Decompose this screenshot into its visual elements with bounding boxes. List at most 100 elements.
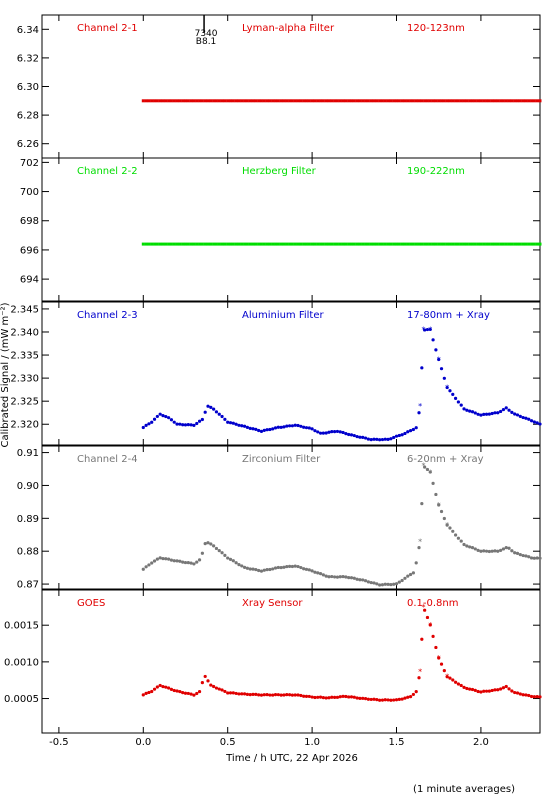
panel-3: 2.320 2.325 2.330 2.335 2.340 2.345 Channel 2-… (10, 301, 542, 446)
data-point (282, 425, 286, 429)
data-point (476, 548, 480, 552)
data-point (285, 242, 289, 246)
data-point (501, 547, 506, 551)
data-point (361, 242, 365, 246)
data-point (203, 242, 207, 246)
data-point (442, 99, 446, 103)
data-point (327, 242, 331, 246)
data-point (530, 99, 534, 103)
data-point (504, 99, 508, 103)
data-series (141, 242, 542, 246)
data-point (535, 99, 539, 103)
data-point (290, 99, 294, 103)
data-point (479, 413, 483, 417)
x-axis: -0.5 0.0 0.5 1.0 1.5 2.0 (49, 737, 489, 748)
data-point (206, 679, 210, 683)
data-point (501, 99, 505, 103)
data-point (183, 560, 188, 565)
data-point (192, 562, 196, 566)
data-point (150, 99, 154, 103)
data-point (192, 99, 196, 103)
data-point (437, 242, 441, 246)
data-point (226, 691, 230, 695)
data-point (507, 408, 511, 412)
data-point (493, 688, 497, 692)
data-point (378, 99, 382, 103)
data-point (364, 99, 368, 103)
data-point (279, 242, 283, 246)
data-point (259, 99, 263, 103)
data-point (200, 681, 204, 685)
data-point (192, 693, 196, 697)
data-point (372, 437, 376, 441)
data-point (259, 242, 263, 246)
data-point (161, 684, 165, 689)
data-point (172, 688, 176, 693)
data-point (333, 575, 337, 579)
data-point: * (422, 462, 426, 471)
data-point (209, 242, 213, 246)
event-marker-label: B8.1 (196, 37, 217, 47)
data-point (153, 242, 157, 246)
data-point (268, 242, 272, 246)
data-point (254, 427, 258, 431)
data-point (408, 429, 413, 433)
data-point (482, 99, 486, 103)
data-point (150, 420, 154, 424)
data-point (169, 242, 173, 246)
data-point (366, 99, 370, 103)
data-point (276, 693, 280, 697)
data-point (515, 99, 519, 103)
data-point (237, 423, 241, 427)
data-point (484, 412, 489, 416)
data-point (456, 536, 461, 540)
data-point (341, 242, 345, 246)
data-point (423, 242, 427, 246)
data-point (513, 551, 517, 555)
data-point (265, 99, 269, 103)
data-point (347, 576, 351, 580)
footnote: (1 minute averages) (413, 784, 515, 795)
data-point (200, 242, 204, 246)
data-point (411, 99, 415, 103)
channel-label: Channel 2-1 (77, 23, 138, 34)
data-point (265, 567, 269, 572)
data-point (288, 99, 292, 103)
data-point (178, 99, 182, 103)
data-point (462, 242, 466, 246)
data-point (501, 242, 505, 246)
data-point: * (418, 537, 422, 546)
data-point (237, 692, 241, 696)
data-point (237, 99, 241, 103)
data-point (293, 242, 297, 246)
chart-panels: 6.26 6.28 6.30 6.32 6.34 Channel 2-1 Lyman-alp… (4, 14, 542, 734)
data-point (504, 684, 508, 689)
data-point (423, 608, 427, 612)
data-point (186, 423, 190, 427)
data-point (434, 645, 438, 650)
data-point (417, 411, 421, 415)
data-point (242, 692, 247, 696)
data-point (352, 576, 356, 580)
data-point (338, 695, 342, 699)
data-point (383, 99, 387, 103)
data-point (363, 579, 368, 583)
data-point (197, 689, 202, 694)
data-point (183, 242, 187, 246)
data-point (425, 327, 430, 332)
data-point (366, 437, 370, 441)
data-point (299, 242, 303, 246)
data-point (248, 426, 252, 430)
data-point (496, 688, 500, 692)
data-point (352, 695, 356, 699)
data-point (513, 690, 517, 695)
data-point (378, 698, 382, 702)
data-point (327, 430, 331, 434)
panel-frame (41, 14, 541, 159)
data-point (262, 568, 266, 572)
data-point (167, 242, 171, 246)
data-point (451, 242, 455, 246)
data-point (304, 242, 308, 246)
data-point (521, 415, 525, 420)
